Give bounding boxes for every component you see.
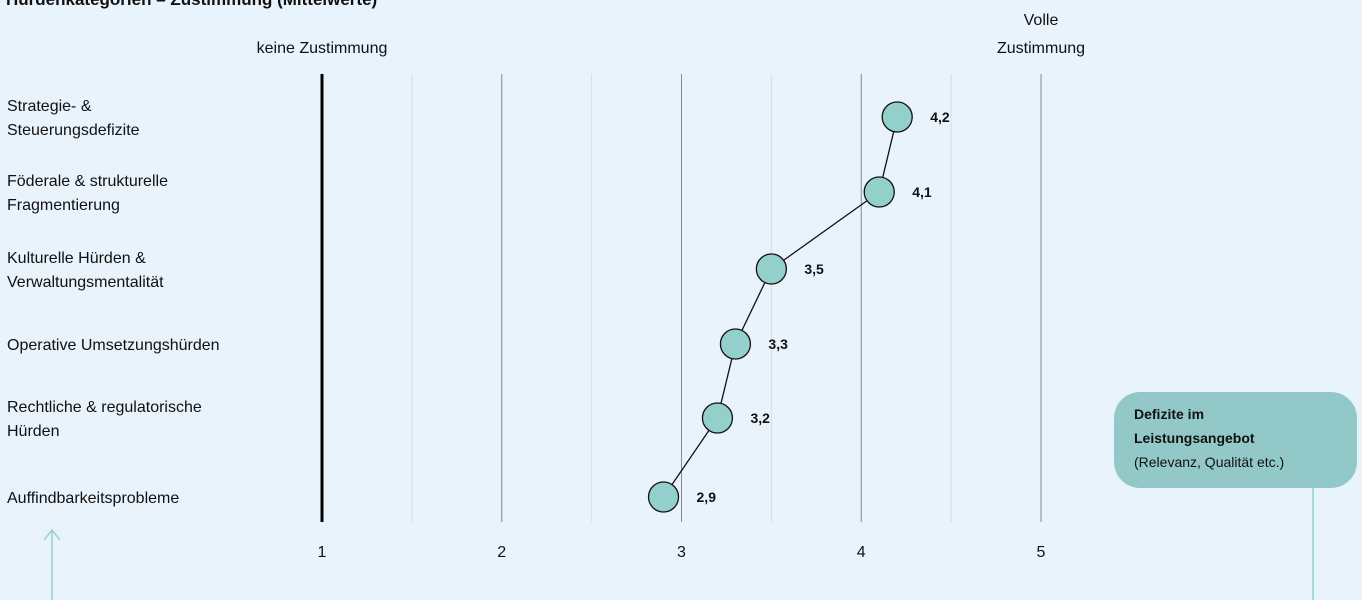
category-label: Auffindbarkeitsprobleme (7, 490, 179, 507)
category-label: Hürden (7, 423, 59, 440)
data-point-marker (719, 328, 752, 360)
arrow-up-icon (43, 528, 61, 541)
grid (411, 74, 1042, 522)
category-label: Verwaltungsmentalität (7, 274, 164, 291)
category-label: Steuerungsdefizite (7, 122, 140, 139)
series-connector-line (662, 116, 898, 498)
callout-background (1114, 392, 1357, 488)
scale-right-label-line1: Volle (1024, 12, 1059, 29)
category-label: Fragmentierung (7, 197, 120, 214)
data-point-marker (881, 101, 913, 133)
callout-line3: (Relevanz, Qualität etc.) (1134, 454, 1284, 470)
category-label: Operative Umsetzungshürden (7, 337, 220, 354)
data-labels: 4,2 4,1 3,5 3,3 3,2 2,9 (697, 109, 950, 505)
category-label: Kulturelle Hürden & (7, 250, 146, 267)
x-tick-label: 4 (857, 544, 866, 561)
data-point-marker (647, 481, 680, 513)
x-tick-label: 1 (318, 544, 327, 561)
left-arrow (43, 528, 61, 600)
data-value-label: 3,2 (750, 410, 770, 426)
x-tick-label: 5 (1037, 544, 1046, 561)
x-tick-labels: 1 2 3 4 5 (318, 544, 1046, 561)
series-line (662, 116, 898, 498)
callout-box: Defizite im Leistungsangebot (Relevanz, … (1114, 392, 1357, 488)
data-value-label: 4,1 (912, 184, 932, 200)
category-label: Strategie- & (7, 98, 92, 115)
callout-line2: Leistungsangebot (1134, 430, 1255, 446)
data-value-label: 3,3 (768, 336, 788, 352)
category-labels: Strategie- & Steuerungsdefizite Föderale &… (7, 98, 220, 507)
data-value-label: 4,2 (930, 109, 950, 125)
data-point-marker (755, 253, 788, 285)
category-label: Föderale & strukturelle (7, 173, 168, 190)
category-label: Rechtliche & regulatorische (7, 399, 202, 416)
x-tick-label: 2 (497, 544, 506, 561)
x-tick-label: 3 (677, 544, 686, 561)
data-points (647, 101, 913, 513)
scale-left-label: keine Zustimmung (257, 40, 388, 57)
data-point-marker (863, 176, 895, 208)
data-value-label: 2,9 (697, 489, 717, 505)
chart-title: Hürdenkategorien – Zustimmung (Mittelwer… (6, 0, 377, 9)
scale-right-label-line2: Zustimmung (997, 40, 1085, 57)
callout-line1: Defizite im (1134, 406, 1204, 422)
data-value-label: 3,5 (804, 261, 824, 277)
data-point-marker (701, 402, 734, 434)
